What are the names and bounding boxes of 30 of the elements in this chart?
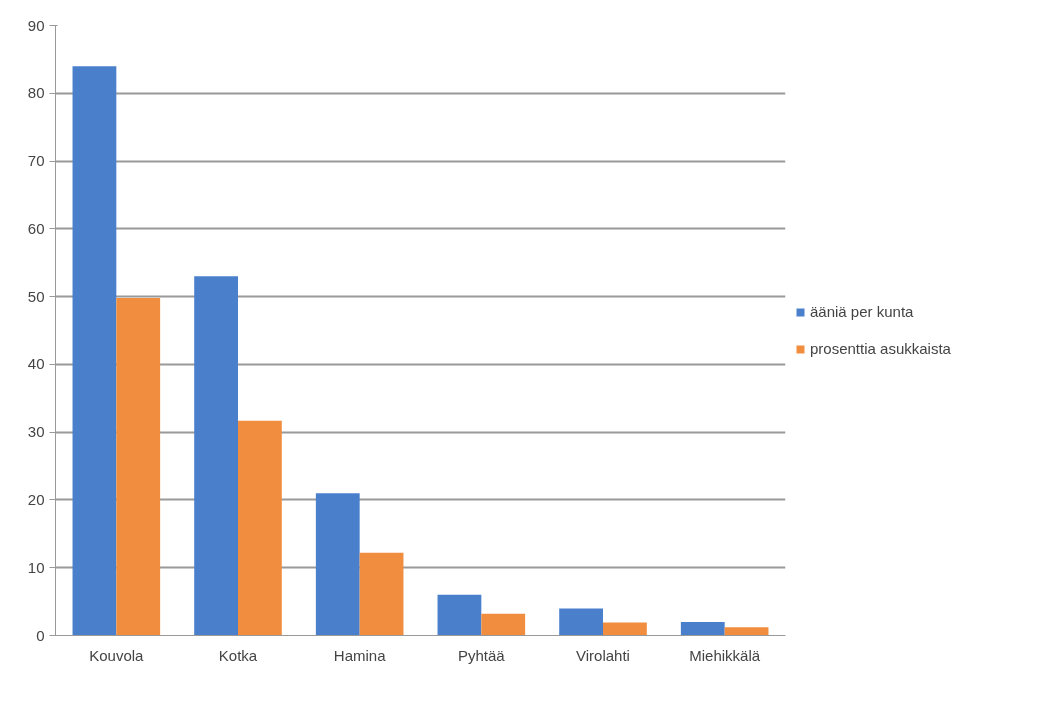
y-tick-label: 40 [27, 355, 45, 373]
y-tick-label: 10 [27, 558, 45, 576]
bar [559, 608, 603, 636]
x-tick-label: Kouvola [89, 646, 145, 664]
legend-label: prosenttia asukkaista [810, 340, 951, 357]
x-tick-label: Kotka [218, 646, 258, 664]
y-tick-label: 20 [27, 490, 45, 508]
bar [603, 622, 647, 636]
y-tick-label: 0 [36, 626, 45, 644]
y-tick-label: 50 [27, 287, 45, 305]
y-tick-label: 60 [27, 219, 45, 237]
bar [116, 297, 161, 636]
y-tick-label: 70 [27, 152, 45, 170]
bar [238, 420, 282, 636]
bar [315, 493, 360, 636]
x-tick-label: Virolahti [576, 646, 630, 664]
bar [680, 621, 725, 636]
y-tick-label: 30 [27, 423, 45, 441]
legend-label: ääniä per kunta [810, 303, 914, 320]
bar [724, 627, 769, 636]
bar [359, 552, 404, 636]
bar [194, 276, 238, 636]
bar [72, 66, 117, 636]
bar [481, 613, 526, 636]
y-tick-label: 80 [27, 84, 45, 102]
x-tick-label: Miehikkälä [689, 646, 761, 664]
bar [437, 594, 482, 636]
y-tick-label: 90 [27, 16, 45, 34]
x-tick-label: Pyhtää [457, 646, 506, 664]
x-tick-label: Hamina [333, 646, 387, 664]
